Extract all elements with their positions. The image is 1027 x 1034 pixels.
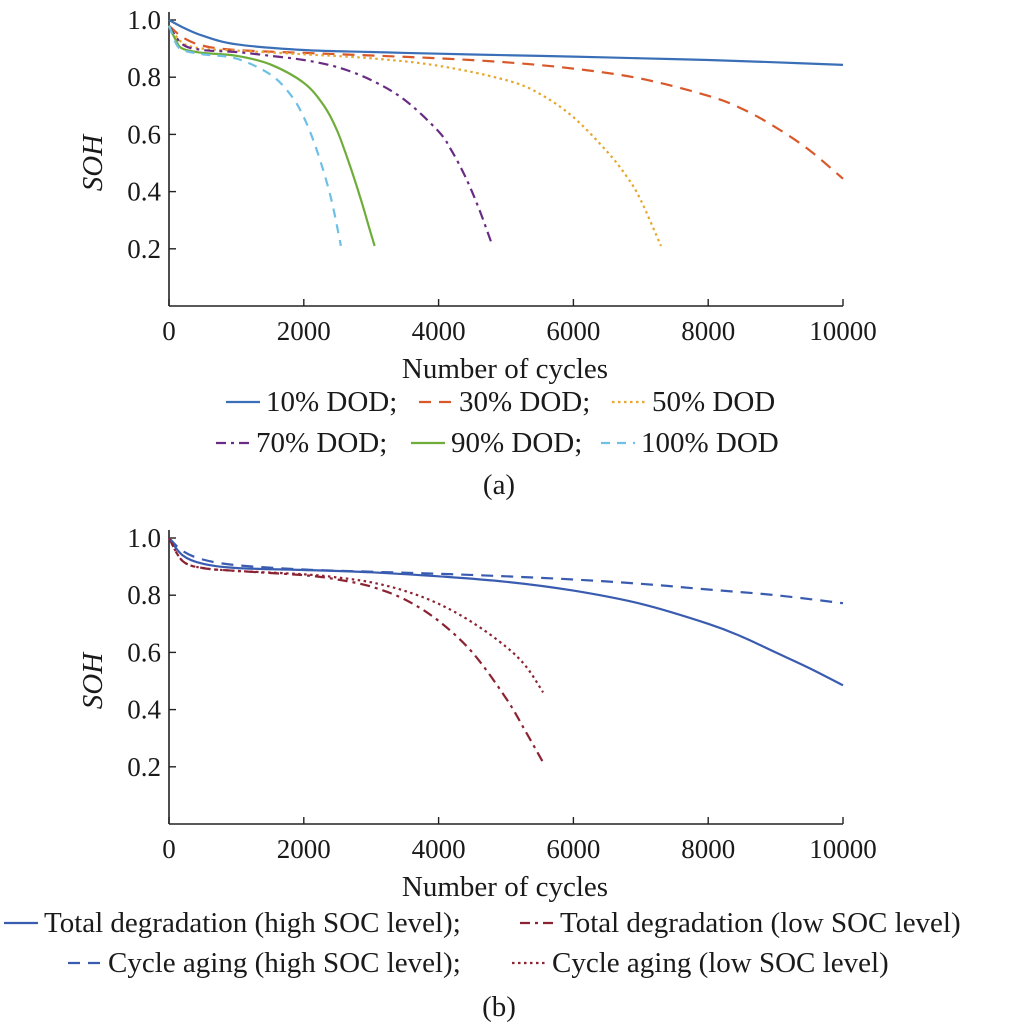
legend-label: Total degradation (low SOC level) <box>560 907 961 939</box>
x-axis-title: Number of cycles <box>402 353 608 385</box>
legend-label: 90% DOD; <box>451 427 582 459</box>
series-line <box>168 25 494 247</box>
x-tick-label: 4000 <box>412 834 466 864</box>
series-line <box>168 19 844 66</box>
series-line <box>168 537 844 605</box>
legend-label: 70% DOD; <box>256 427 387 459</box>
y-tick-label: 0.4 <box>127 695 161 725</box>
chart-b: 0 2000 4000 6000 8000 10000 0.2 0.4 0.6 0.8 1.0 Num… <box>4 523 961 1023</box>
y-tick-label: 0.2 <box>127 234 161 264</box>
y-tick-label: 0.2 <box>127 752 161 782</box>
legend-label: 30% DOD; <box>459 386 590 418</box>
series-line <box>168 537 844 687</box>
y-tick-label: 0.6 <box>127 637 161 667</box>
y-tick-label: 1.0 <box>127 5 161 35</box>
legend-label: 50% DOD <box>652 386 775 418</box>
x-tick-label: 4000 <box>412 316 466 346</box>
x-tick-label: 10000 <box>809 316 877 346</box>
legend-label: Total degradation (high SOC level); <box>44 907 461 939</box>
series-line <box>168 25 663 247</box>
y-tick-label: 0.4 <box>127 177 161 207</box>
series-line <box>167 25 376 247</box>
series-line <box>167 25 342 247</box>
y-tick-label: 0.8 <box>127 580 161 610</box>
x-tick-label: 6000 <box>546 834 600 864</box>
x-tick-label: 8000 <box>681 834 735 864</box>
figure-caption: (a) <box>483 469 515 501</box>
x-tick-label: 10000 <box>809 834 877 864</box>
y-tick-label: 0.6 <box>127 119 161 149</box>
legend-label: Cycle aging (low SOC level) <box>552 947 889 979</box>
x-tick-label: 2000 <box>277 316 331 346</box>
x-tick-label: 0 <box>162 316 176 346</box>
series-line <box>168 24 844 180</box>
y-axis-title: SOH <box>77 651 109 709</box>
legend-label: Cycle aging (high SOC level); <box>108 947 461 979</box>
x-tick-label: 0 <box>162 834 176 864</box>
y-tick-label: 0.8 <box>127 62 161 92</box>
legend-label: 10% DOD; <box>266 386 397 418</box>
legend-label: 100% DOD <box>641 427 779 459</box>
series-line <box>168 537 545 694</box>
y-tick-label: 1.0 <box>127 523 161 553</box>
y-axis-title: SOH <box>77 133 109 191</box>
x-tick-label: 8000 <box>681 316 735 346</box>
x-tick-label: 2000 <box>277 834 331 864</box>
chart-a: 0 2000 4000 6000 8000 10000 0.2 0.4 0.6 0.8 1.0 Num… <box>77 5 877 501</box>
x-axis-title: Number of cycles <box>402 871 608 903</box>
figure-caption: (b) <box>482 991 516 1023</box>
x-tick-label: 6000 <box>546 316 600 346</box>
